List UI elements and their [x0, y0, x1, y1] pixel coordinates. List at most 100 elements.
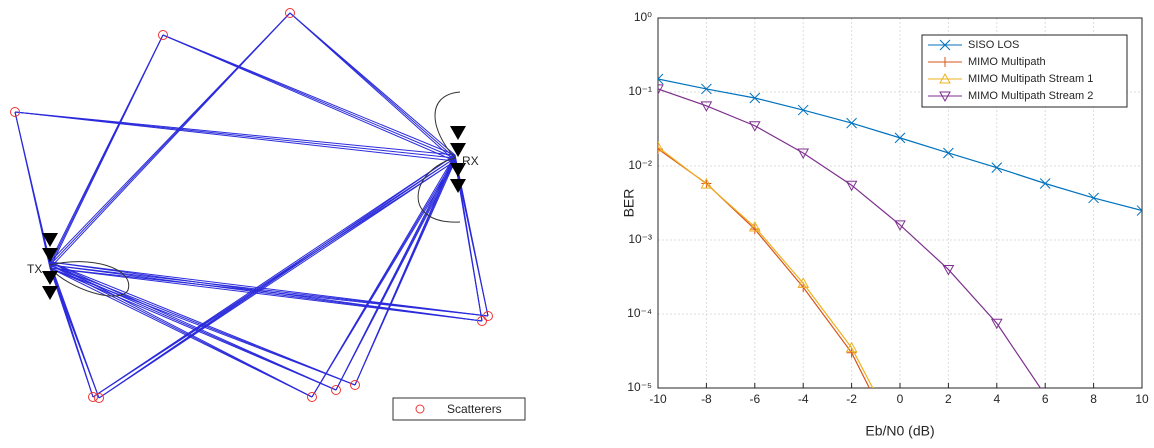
x-tick-label: -8: [701, 392, 712, 406]
legend-box: [392, 397, 526, 421]
ray: [49, 261, 356, 386]
legend-label: Scatterers: [447, 402, 502, 416]
marker: [658, 73, 664, 85]
plot: [658, 73, 1142, 388]
legend-label: MIMO Multipath Stream 2: [968, 90, 1093, 102]
marker: [1039, 178, 1051, 189]
marker: [845, 341, 858, 353]
x-tick-label: -4: [798, 392, 809, 406]
marker: [797, 148, 810, 159]
x-axis-label: Eb/N0 (dB): [865, 423, 934, 439]
y-tick-label: 10⁻¹: [628, 84, 652, 98]
marker: [749, 224, 760, 235]
marker: [749, 92, 761, 104]
ray: [311, 154, 456, 398]
marker: [990, 318, 1003, 330]
scatterer: [350, 380, 360, 390]
scatterer: [88, 392, 98, 402]
scatterer: [10, 107, 20, 117]
scatterer: [307, 392, 317, 402]
x-tick-label: 8: [1090, 392, 1097, 406]
ray: [289, 12, 456, 156]
marker: [658, 141, 664, 152]
ray: [335, 154, 456, 391]
marker: [943, 147, 954, 159]
ray: [49, 261, 489, 317]
scatterer: [158, 30, 168, 40]
y-tick-label: 10⁻³: [628, 232, 652, 246]
marker: [797, 104, 809, 116]
marker: [846, 117, 857, 129]
rx-label: RX: [462, 154, 479, 168]
legend-label: MIMO Multipath Stream 1: [968, 73, 1093, 85]
ray: [49, 267, 356, 386]
y-axis-label: BER: [621, 189, 637, 218]
y-tick-label: 10⁻⁵: [627, 380, 652, 394]
ray: [49, 34, 164, 263]
y-tick-label: 10⁻²: [628, 158, 652, 172]
tx-antenna: [42, 286, 58, 300]
x-tick-label: 0: [897, 392, 904, 406]
marker: [845, 180, 858, 192]
marker: [658, 84, 664, 95]
series-line: [658, 146, 874, 388]
marker: [797, 277, 810, 288]
marker: [942, 264, 955, 276]
marker: [940, 57, 950, 67]
ray: [98, 154, 456, 399]
tx-beam: [49, 261, 130, 297]
rx-antenna: [450, 143, 466, 157]
marker: [939, 39, 951, 51]
scatterer: [477, 316, 487, 326]
tx-antenna: [42, 233, 58, 247]
scatterer: [94, 393, 104, 403]
x-tick-label: 6: [1042, 392, 1049, 406]
rx-antenna: [450, 126, 466, 140]
x-tick-label: 2: [945, 392, 952, 406]
series-line: [658, 88, 1042, 388]
ray: [354, 154, 456, 386]
tx-antenna: [42, 248, 58, 262]
ray: [49, 261, 100, 399]
ray: [14, 111, 456, 156]
marker: [748, 220, 761, 232]
ray: [162, 34, 456, 156]
marker: [1136, 205, 1142, 216]
scatterer: [483, 311, 493, 321]
marker: [701, 83, 712, 95]
scatterer: [331, 385, 341, 395]
ray: [92, 154, 456, 398]
marker: [939, 72, 951, 84]
marker: [846, 347, 857, 358]
tx-label: TX: [27, 262, 42, 276]
axes-box: [657, 17, 1143, 389]
ray: [49, 267, 489, 317]
marker: [700, 178, 713, 189]
ray: [98, 160, 456, 399]
marker: [748, 121, 761, 132]
marker: [1088, 192, 1099, 204]
ray: [14, 111, 51, 263]
marker: [700, 101, 713, 112]
rx-antenna: [450, 179, 466, 193]
rx-beam: [417, 91, 461, 223]
x-tick-label: 10: [1135, 392, 1149, 406]
marker: [991, 162, 1003, 174]
marker: [939, 91, 951, 103]
x-tick-label: -6: [749, 392, 760, 406]
tx-antenna: [42, 271, 58, 285]
ray: [162, 34, 456, 162]
ray: [289, 12, 456, 162]
ray: [311, 160, 456, 398]
ray: [49, 267, 483, 322]
ray: [49, 267, 313, 398]
legend-label: SISO LOS: [968, 39, 1019, 51]
scatterer: [285, 8, 295, 18]
x-tick-label: -10: [649, 392, 667, 406]
marker: [894, 132, 906, 144]
marker: [894, 220, 906, 231]
ray: [49, 267, 337, 391]
legend-label: MIMO Multipath: [968, 56, 1046, 68]
legend-marker: [415, 404, 425, 414]
